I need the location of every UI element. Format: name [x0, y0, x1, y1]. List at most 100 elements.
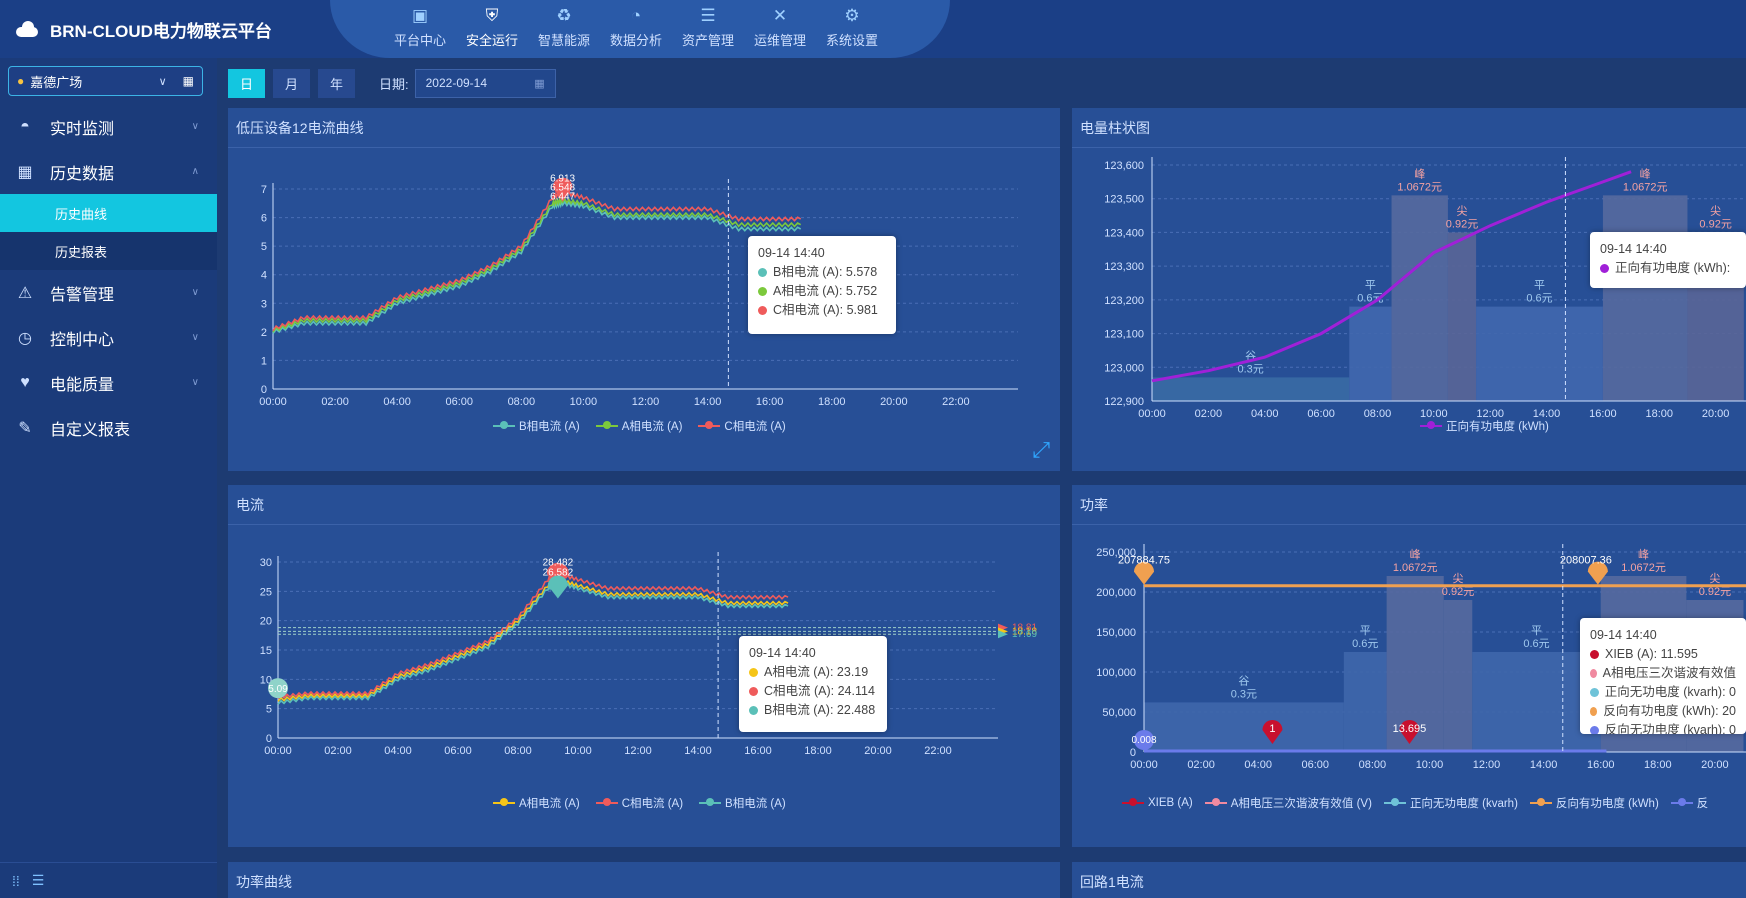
sidebar-item-custom-report[interactable]: ✎ 自定义报表 [0, 405, 217, 450]
sidebar-subitem-history-report[interactable]: 历史报表 [0, 232, 217, 270]
sidebar-footer: ⁞⁞ ☰ [0, 862, 217, 898]
x-tick-label: 16:00 [1587, 759, 1615, 771]
legend-item[interactable]: C相电流 (A) [698, 418, 786, 434]
x-tick-label: 02:00 [1187, 759, 1215, 771]
x-tick-label: 02:00 [324, 745, 352, 757]
x-tick-label: 12:00 [624, 745, 652, 757]
nav-item-assets[interactable]: ☰ 资产管理 [681, 6, 734, 48]
max-value-label: 28.482 [543, 558, 574, 569]
energy-bar [1447, 232, 1477, 401]
legend-item[interactable]: 正向无功电度 (kvarh) [1383, 795, 1518, 811]
legend-item[interactable]: XIEB (A) [1122, 795, 1193, 811]
clock-icon: ◷ [18, 329, 32, 347]
month-button[interactable]: 月 [273, 68, 310, 98]
y-tick-label: 123,600 [1104, 160, 1144, 172]
legend-item[interactable]: 反 [1670, 795, 1708, 811]
chart-tooltip: 09-14 14:40 正向有功电度 (kWh): [1590, 232, 1746, 288]
energy-bar [1349, 306, 1392, 401]
site-select[interactable]: ● 嘉德广场 ∨ ▦ [8, 66, 203, 96]
panel-title: 低压设备12电流曲线 [228, 108, 1060, 148]
value-label: 208007.36 [1560, 555, 1612, 567]
x-tick-label: 04:00 [1251, 408, 1279, 420]
y-tick-label: 20 [260, 616, 272, 628]
legend-item[interactable]: B相电流 (A) [699, 795, 786, 811]
power-bar [1443, 600, 1473, 752]
energy-bar-chart[interactable]: 122,900 123,000 123,100 123,200 123,300 123,4… [1072, 149, 1746, 471]
nav-item-safety[interactable]: ⛨ 安全运行 [465, 6, 518, 48]
y-tick-label: 7 [261, 184, 267, 196]
y-tick-label: 10 [260, 674, 272, 686]
y-tick-label: 0 [1130, 747, 1136, 759]
chart-legend: A相电流 (A) C相电流 (A) B相电流 (A) [493, 795, 786, 811]
x-tick-label: 06:00 [444, 745, 472, 757]
y-tick-label: 123,400 [1104, 227, 1144, 239]
sidebar-item-realtime[interactable]: ◓ 实时监测 ∨ [0, 104, 217, 149]
y-tick-label: 150,000 [1096, 627, 1136, 639]
bar-period-label: 尖 [1457, 204, 1468, 217]
day-button[interactable]: 日 [228, 68, 265, 98]
date-input[interactable]: 2022-09-14 ▦ [414, 68, 556, 98]
sidebar-item-power-quality[interactable]: ♥ 电能质量 ∨ [0, 360, 217, 405]
value-pin [1134, 561, 1154, 585]
power-bar [1343, 652, 1387, 752]
x-tick-label: 08:00 [504, 745, 532, 757]
expand-icon[interactable]: ⤢ [1032, 437, 1050, 462]
nav-item-energy[interactable]: ♻ 智慧能源 [537, 6, 590, 48]
x-tick-label: 12:00 [1473, 759, 1501, 771]
max-value-label: 6.447 [550, 192, 575, 203]
year-button[interactable]: 年 [318, 68, 355, 98]
legend-item[interactable]: C相电流 (A) [595, 795, 683, 811]
max-value-label: 6.548 [550, 183, 575, 194]
legend-item[interactable]: 反向有功电度 (kWh) [1529, 795, 1659, 811]
nav-item-maintenance[interactable]: ✕ 运维管理 [753, 6, 806, 48]
sidebar-item-control[interactable]: ◷ 控制中心 ∨ [0, 315, 217, 360]
apps-grid-icon[interactable]: ⁞⁞ [12, 872, 20, 889]
collapse-menu-icon[interactable]: ☰ [31, 872, 45, 888]
y-tick-label: 1 [261, 355, 267, 367]
value-label: 207884.75 [1118, 555, 1170, 567]
bar-period-label: 峰 [1414, 167, 1425, 180]
sidebar-subitem-history-curve[interactable]: 历史曲线 [0, 194, 217, 232]
sidebar-item-history[interactable]: ▦ 历史数据 ∧ [0, 149, 217, 194]
bar-price-label: 1.0672元 [1623, 181, 1668, 193]
panel-device-current-curve: 低压设备12电流曲线 0 1 2 3 4 5 6 7 00:00 02:00 04:00 06:00 0… [228, 108, 1060, 471]
nav-item-analysis[interactable]: ◔ 数据分析 [609, 6, 662, 48]
date-label: 日期: [379, 76, 409, 92]
legend-item[interactable]: A相电流 (A) [493, 795, 580, 811]
series-line [272, 196, 802, 333]
alarm-icon: ⚠ [17, 284, 33, 302]
bar-period-label: 谷 [1245, 349, 1256, 362]
legend-item[interactable]: A相电流 (A) [595, 418, 682, 434]
series-line [272, 187, 802, 332]
sidebar-item-alarm[interactable]: ⚠ 告警管理 ∨ [0, 270, 217, 315]
legend-item[interactable]: 正向有功电度 (kWh) [1420, 418, 1549, 434]
bar-period-label: 峰 [1638, 548, 1649, 561]
energy-bar [1391, 195, 1448, 401]
min-marker-pin [268, 678, 288, 699]
y-tick-label: 3 [261, 298, 267, 310]
series-line [277, 579, 789, 705]
calendar-icon: ▦ [17, 163, 33, 181]
x-tick-label: 10:00 [1416, 759, 1444, 771]
nav-background [330, 0, 950, 58]
x-tick-label: 04:00 [383, 396, 411, 408]
legend-item[interactable]: B相电流 (A) [493, 418, 580, 434]
bar-price-label: 1.0672元 [1393, 562, 1438, 574]
tooltip-row: A相电流 (A): 23.19 [749, 663, 877, 682]
max-marker-pin [546, 562, 569, 588]
series-line [277, 570, 789, 699]
bar-period-label: 尖 [1453, 572, 1464, 585]
y-tick-label: 2 [261, 327, 267, 339]
energy-bar [1602, 195, 1688, 401]
x-tick-label: 16:00 [744, 745, 772, 757]
panel-title: 功率曲线 [236, 874, 292, 890]
bar-price-label: 0.3元 [1237, 363, 1263, 375]
legend-item[interactable]: A相电压三次谐波有效值 (V) [1204, 795, 1372, 811]
panel-title: 功率 [1072, 485, 1746, 525]
energy-line [1151, 170, 1632, 383]
bar-price-label: 0.92元 [1442, 586, 1474, 598]
nav-item-platform[interactable]: ▣ 平台中心 [393, 6, 446, 48]
current-line-chart-2[interactable]: 0 5 10 15 20 25 30 00:00 02:00 04:00 06:00 08:00 10:… [228, 526, 1060, 847]
grid-icon[interactable]: ▦ [182, 74, 194, 88]
nav-item-settings[interactable]: ⚙ 系统设置 [825, 6, 878, 48]
